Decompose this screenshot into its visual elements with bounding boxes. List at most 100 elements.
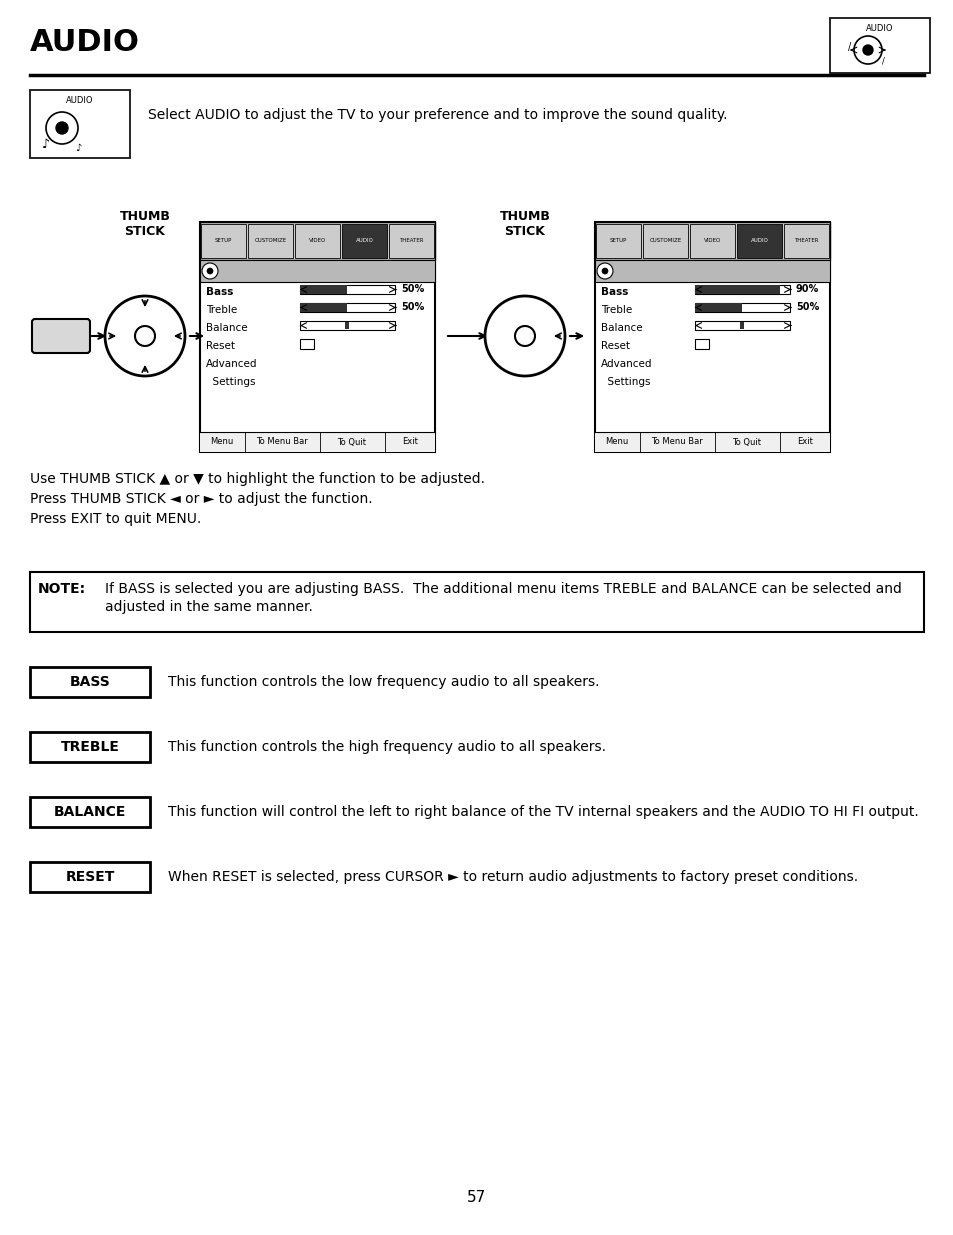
Text: Advanced: Advanced (600, 359, 652, 369)
Bar (299, 303, 347, 312)
Text: CUSTOMIZE: CUSTOMIZE (649, 238, 680, 243)
Bar (740, 322, 743, 329)
Text: /: / (882, 56, 884, 65)
FancyBboxPatch shape (32, 319, 90, 353)
Text: Advanced: Advanced (206, 359, 257, 369)
Text: 50%: 50% (400, 284, 424, 294)
Bar (695, 285, 789, 294)
Text: Exit: Exit (796, 437, 812, 447)
Circle shape (202, 263, 218, 279)
Bar (596, 224, 640, 258)
Bar (345, 322, 349, 329)
Bar (689, 224, 734, 258)
Text: AUDIO: AUDIO (66, 96, 93, 105)
Bar (30, 732, 150, 762)
Text: Reset: Reset (600, 341, 629, 351)
Bar (200, 261, 435, 282)
Text: 50%: 50% (400, 303, 424, 312)
Bar (695, 321, 789, 330)
Bar (30, 572, 923, 632)
Circle shape (853, 36, 882, 64)
Circle shape (597, 263, 613, 279)
Bar (299, 338, 314, 350)
Bar (30, 90, 130, 158)
Text: RESET: RESET (65, 869, 114, 884)
Text: BASS: BASS (70, 676, 111, 689)
Text: To Quit: To Quit (337, 437, 366, 447)
Text: ♪: ♪ (42, 138, 50, 151)
Text: MENU: MENU (45, 331, 77, 341)
Text: THEATER: THEATER (399, 238, 423, 243)
Text: Menu: Menu (211, 437, 233, 447)
Text: ♪: ♪ (75, 143, 81, 153)
Text: AUDIO: AUDIO (865, 23, 893, 33)
Text: This function controls the high frequency audio to all speakers.: This function controls the high frequenc… (168, 740, 605, 755)
Circle shape (601, 268, 607, 274)
Text: Exit: Exit (401, 437, 417, 447)
Bar (201, 224, 246, 258)
Text: To Quit: To Quit (732, 437, 760, 447)
Text: Balance: Balance (206, 324, 248, 333)
Bar (299, 285, 347, 294)
Bar (299, 285, 395, 294)
Text: 57: 57 (467, 1191, 486, 1205)
Bar (30, 862, 150, 892)
Bar (737, 224, 781, 258)
Text: 90%: 90% (795, 284, 819, 294)
Bar (642, 224, 687, 258)
Bar (389, 224, 434, 258)
Text: Press THUMB STICK ◄ or ► to adjust the function.: Press THUMB STICK ◄ or ► to adjust the f… (30, 492, 373, 506)
Text: Bass: Bass (206, 287, 233, 296)
Text: THEATER: THEATER (794, 238, 818, 243)
Bar (595, 222, 829, 452)
Text: Settings: Settings (206, 377, 255, 387)
Bar (695, 338, 708, 350)
Text: CUSTOMIZE: CUSTOMIZE (254, 238, 286, 243)
Circle shape (46, 112, 78, 144)
Circle shape (862, 44, 872, 56)
Bar (30, 797, 150, 827)
Bar (200, 222, 435, 452)
Bar (248, 224, 293, 258)
Bar (200, 432, 435, 452)
Text: /: / (847, 42, 850, 52)
Bar (829, 19, 929, 73)
Text: Treble: Treble (206, 305, 237, 315)
Bar (695, 303, 789, 312)
Text: Bass: Bass (600, 287, 628, 296)
Circle shape (105, 296, 185, 375)
Circle shape (207, 268, 213, 274)
Circle shape (515, 326, 535, 346)
Bar (595, 222, 829, 261)
Text: If BASS is selected you are adjusting BASS.  The additional menu items TREBLE an: If BASS is selected you are adjusting BA… (105, 582, 901, 597)
Text: THUMB
STICK: THUMB STICK (119, 210, 171, 238)
Text: AUDIO: AUDIO (750, 238, 767, 243)
Text: To Menu Bar: To Menu Bar (651, 437, 702, 447)
Text: Menu: Menu (605, 437, 628, 447)
Bar (695, 303, 741, 312)
Text: Select AUDIO to adjust the TV to your preference and to improve the sound qualit: Select AUDIO to adjust the TV to your pr… (148, 107, 727, 122)
Text: 50%: 50% (795, 303, 819, 312)
Bar (783, 224, 828, 258)
Circle shape (484, 296, 564, 375)
Text: SETUP: SETUP (609, 238, 626, 243)
Text: This function controls the low frequency audio to all speakers.: This function controls the low frequency… (168, 676, 598, 689)
Text: BALANCE: BALANCE (53, 805, 126, 819)
Bar (30, 667, 150, 697)
Text: Press EXIT to quit MENU.: Press EXIT to quit MENU. (30, 513, 201, 526)
Text: VIDEO: VIDEO (703, 238, 720, 243)
Text: THUMB
STICK: THUMB STICK (499, 210, 550, 238)
Text: When RESET is selected, press CURSOR ► to return audio adjustments to factory pr: When RESET is selected, press CURSOR ► t… (168, 869, 858, 884)
Text: SETUP: SETUP (214, 238, 232, 243)
Text: Reset: Reset (206, 341, 234, 351)
Text: adjusted in the same manner.: adjusted in the same manner. (105, 600, 313, 614)
Text: To Menu Bar: To Menu Bar (255, 437, 308, 447)
Circle shape (56, 122, 68, 135)
Text: Use THUMB STICK ▲ or ▼ to highlight the function to be adjusted.: Use THUMB STICK ▲ or ▼ to highlight the … (30, 472, 484, 487)
Bar (294, 224, 339, 258)
Text: Balance: Balance (600, 324, 642, 333)
Text: TREBLE: TREBLE (60, 740, 119, 755)
Text: NOTE:: NOTE: (38, 582, 86, 597)
Text: Treble: Treble (600, 305, 632, 315)
Bar (341, 224, 387, 258)
